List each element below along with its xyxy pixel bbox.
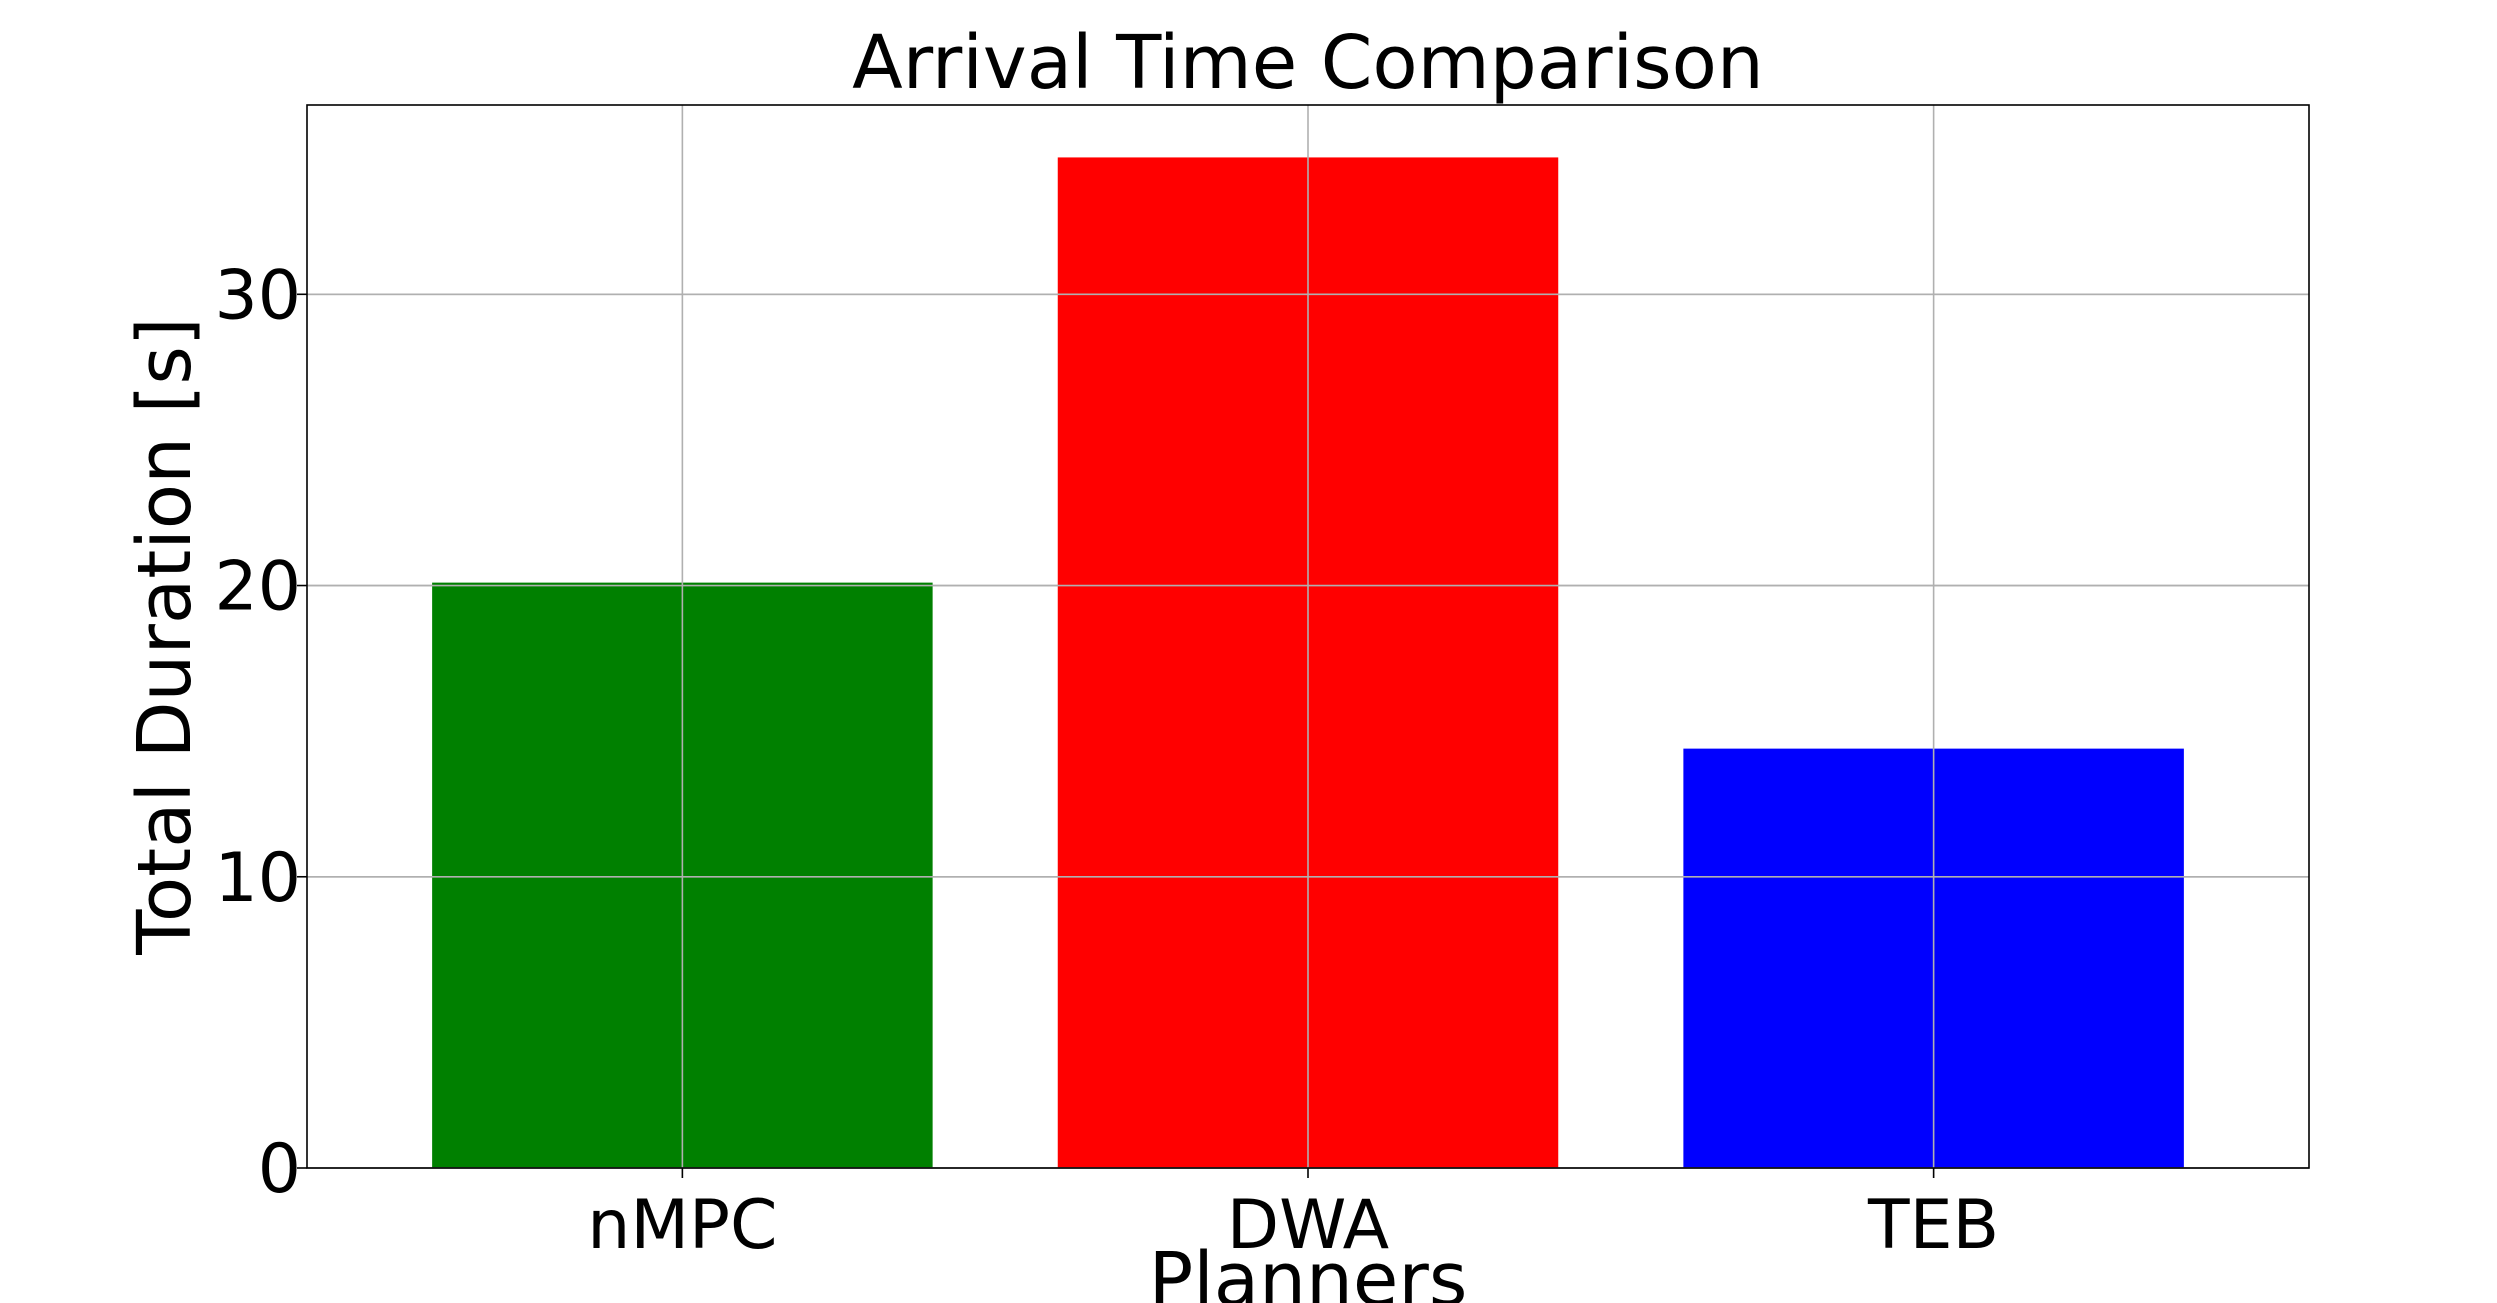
x-axis: nMPC DWA TEB <box>587 1168 1999 1265</box>
y-tick-label: 0 <box>258 1130 301 1209</box>
y-tick-label: 20 <box>214 548 301 627</box>
y-axis-title: Total Duration [s] <box>122 317 208 956</box>
x-axis-title: Planners <box>1149 1237 1468 1303</box>
y-axis: 0 10 20 30 <box>214 256 307 1209</box>
y-tick-label: 30 <box>214 256 301 335</box>
x-tick-label: nMPC <box>587 1186 777 1265</box>
x-tick-label: TEB <box>1867 1186 1999 1265</box>
chart-title: Arrival Time Comparison <box>852 20 1764 106</box>
x-tick-label: DWA <box>1227 1186 1389 1265</box>
y-tick-label: 10 <box>214 839 301 918</box>
